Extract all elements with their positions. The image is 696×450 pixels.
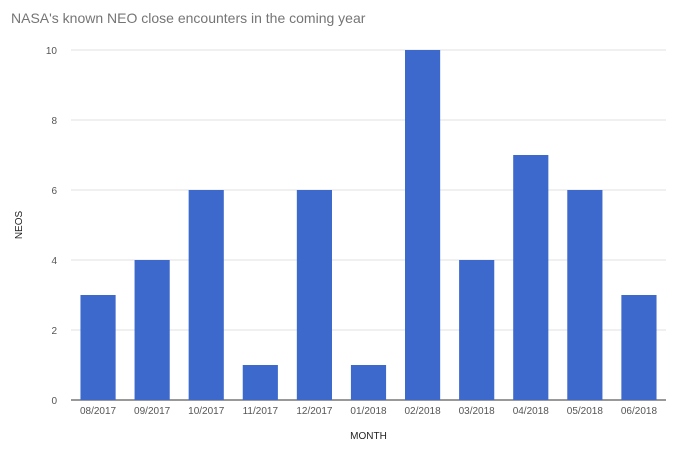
bar (80, 295, 116, 400)
bars (80, 50, 657, 400)
x-tick-label: 01/2018 (350, 406, 387, 417)
bar (513, 155, 549, 400)
bar (350, 365, 387, 400)
y-tick-label: 2 (51, 326, 57, 337)
bar (188, 190, 224, 400)
x-tick-label: 02/2018 (405, 406, 442, 417)
x-tick-label: 10/2017 (188, 406, 225, 417)
x-tick-label: 11/2017 (243, 406, 279, 417)
x-tick-label: 03/2018 (459, 406, 496, 417)
y-tick-label: 10 (46, 46, 58, 57)
x-tick-label: 06/2018 (621, 406, 658, 417)
y-tick-label: 8 (51, 116, 57, 127)
y-tick-label: 4 (51, 256, 57, 267)
bar (567, 190, 603, 400)
y-tick-labels: 0 2 4 6 8 10 (46, 46, 58, 407)
chart-title: NASA's known NEO close encounters in the… (11, 10, 366, 26)
y-tick-label: 0 (51, 396, 57, 407)
bar (296, 190, 332, 400)
x-tick-label: 09/2017 (134, 406, 171, 417)
x-tick-label: 04/2018 (513, 406, 550, 417)
x-tick-label: 08/2017 (80, 406, 117, 417)
bar (242, 365, 278, 400)
y-axis-title: NEOS (14, 211, 25, 240)
x-tick-label: 12/2017 (296, 406, 333, 417)
bar (134, 260, 170, 400)
bar (621, 295, 657, 400)
x-axis-title: MONTH (350, 431, 387, 442)
bar (459, 260, 495, 400)
x-tick-labels: 08/2017 09/2017 10/2017 11/2017 12/2017 01/20… (80, 406, 657, 417)
bar (405, 50, 441, 400)
x-tick-label: 05/2018 (567, 406, 604, 417)
y-tick-label: 6 (51, 186, 57, 197)
